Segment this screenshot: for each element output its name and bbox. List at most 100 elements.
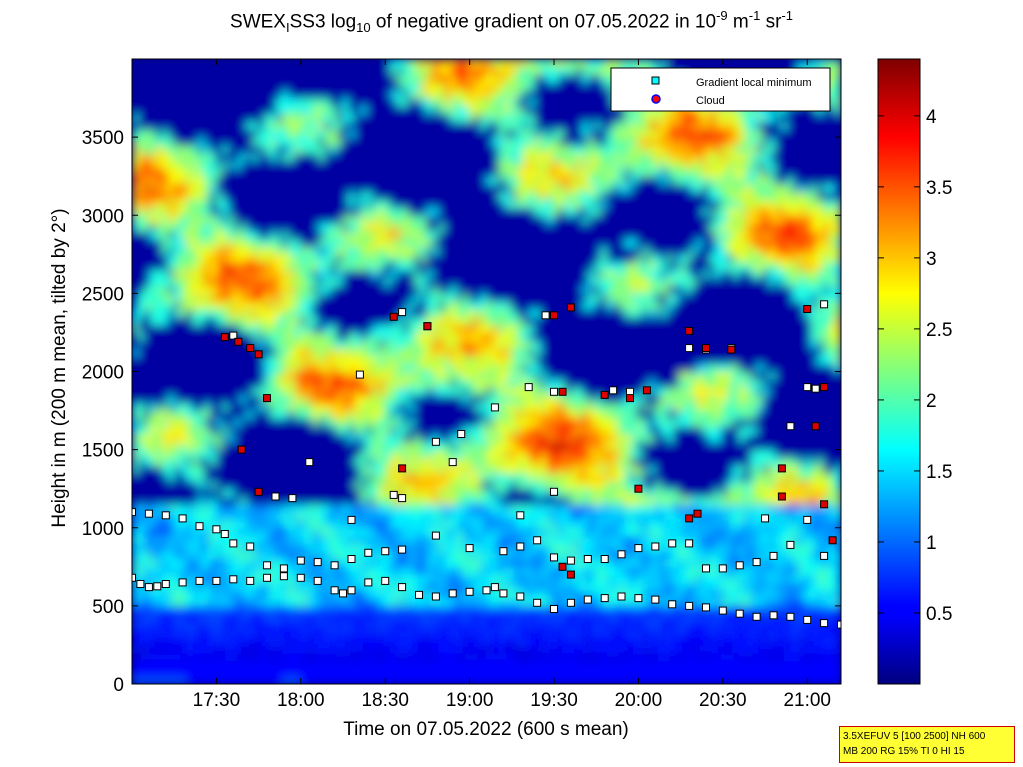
heatmap-cell [210, 590, 217, 599]
heatmap-cell [378, 191, 385, 201]
heatmap-cell [396, 590, 403, 599]
heatmap-cell [330, 137, 337, 146]
heatmap-cell [354, 105, 361, 115]
heatmap-cell [240, 605, 247, 615]
heatmap-cell [156, 543, 163, 552]
heatmap-cell [240, 504, 247, 513]
heatmap-cell [162, 637, 169, 646]
heatmap-cell [408, 207, 415, 216]
heatmap-cell [312, 269, 319, 279]
heatmap-cell [324, 184, 331, 193]
heatmap-cell [258, 410, 265, 419]
heatmap-cell [312, 74, 319, 84]
heatmap-cell [330, 457, 337, 466]
heatmap-cell [324, 480, 331, 490]
heatmap-cell [468, 598, 476, 607]
heatmap-cell [192, 254, 199, 263]
heatmap-cell [264, 191, 271, 201]
heatmap-cell [444, 129, 452, 138]
heatmap-cell [174, 269, 181, 279]
heatmap-cell [264, 74, 271, 84]
heatmap-cell [204, 90, 211, 99]
heatmap-cell [402, 340, 409, 349]
heatmap-cell [216, 90, 223, 99]
heatmap-cell [246, 144, 253, 154]
heatmap-cell [366, 480, 373, 490]
heatmap-cell [330, 262, 337, 271]
heatmap-cell [180, 129, 187, 138]
heatmap-cell [414, 168, 422, 177]
heatmap-cell [222, 598, 229, 607]
heatmap-cell [276, 512, 283, 521]
heatmap-cell [276, 137, 283, 146]
heatmap-cell [156, 363, 163, 373]
heatmap-cell [228, 394, 235, 404]
heatmap-cell [384, 402, 391, 412]
heatmap-cell [360, 184, 367, 193]
heatmap-cell [168, 215, 175, 224]
heatmap-cell [384, 668, 391, 677]
heatmap-cell [396, 269, 403, 279]
heatmap-cell [168, 496, 175, 505]
heatmap-cell [342, 223, 349, 232]
heatmap-cell [246, 215, 253, 224]
heatmap-cell [360, 590, 367, 599]
heatmap-cell [354, 418, 361, 427]
heatmap-cell [294, 535, 301, 544]
heatmap-cell [198, 152, 205, 162]
heatmap-cell [156, 559, 163, 568]
heatmap-cell [186, 613, 193, 623]
heatmap-cell [480, 207, 488, 216]
heatmap-cell [132, 316, 139, 326]
heatmap-cell [174, 426, 181, 435]
heatmap-cell [360, 652, 367, 662]
heatmap-cell [150, 676, 157, 684]
heatmap-cell [390, 371, 397, 380]
heatmap-cell [282, 426, 289, 435]
heatmap-cell [456, 441, 464, 451]
heatmap-cell [378, 418, 385, 427]
heatmap-cell [186, 230, 193, 240]
heatmap-cell [432, 496, 440, 505]
heatmap-cell [234, 590, 241, 599]
heatmap-cell [396, 488, 403, 498]
heatmap-cell [432, 457, 440, 466]
heatmap-cell [504, 598, 512, 607]
heatmap-cell [390, 269, 397, 279]
heatmap-cell [504, 441, 512, 451]
heatmap-cell [438, 309, 446, 318]
heatmap-cell [318, 82, 325, 91]
heatmap-cell [246, 605, 253, 615]
heatmap-cell [252, 223, 259, 232]
heatmap-cell [240, 496, 247, 505]
heatmap-cell [294, 629, 301, 638]
heatmap-cell [270, 74, 277, 84]
heatmap-cell [492, 59, 500, 68]
heatmap-cell [174, 152, 181, 162]
heatmap-cell [342, 519, 349, 529]
heatmap-cell [312, 418, 319, 427]
heatmap-cell [432, 559, 440, 568]
heatmap-cell [474, 434, 482, 443]
heatmap-cell [228, 457, 235, 466]
heatmap-cell [492, 605, 500, 615]
heatmap-cell [270, 441, 277, 451]
heatmap-cell [204, 176, 211, 185]
heatmap-cell [462, 613, 470, 623]
heatmap-cell [306, 496, 313, 505]
heatmap-cell [336, 605, 343, 615]
heatmap-cell [192, 590, 199, 599]
heatmap-cell [336, 582, 343, 591]
heatmap-cell [342, 504, 349, 513]
heatmap-cell [474, 637, 482, 646]
heatmap-cell [288, 254, 295, 263]
heatmap-cell [384, 418, 391, 427]
heatmap-cell [354, 262, 361, 271]
heatmap-cell [390, 379, 397, 388]
heatmap-cell [222, 496, 229, 505]
heatmap-cell [210, 152, 217, 162]
heatmap-cell [480, 512, 488, 521]
heatmap-cell [210, 238, 217, 248]
heatmap-cell [330, 449, 337, 459]
heatmap-cell [402, 129, 409, 138]
